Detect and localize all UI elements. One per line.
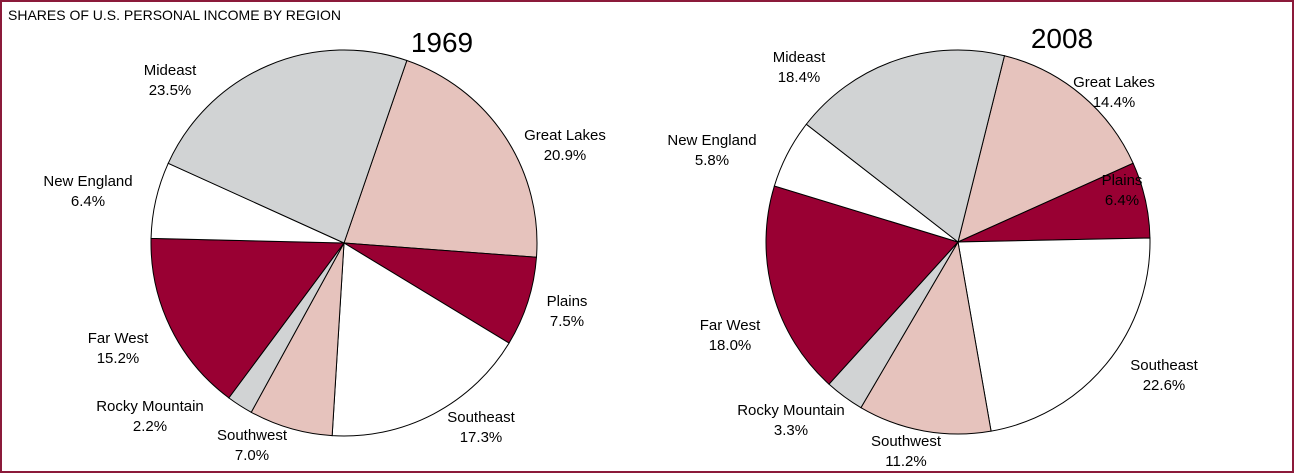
slice-value-label: 7.5% [550, 313, 584, 330]
slice-label: Great Lakes [524, 127, 606, 144]
slice-value-label: 18.4% [778, 69, 821, 86]
slice-value-label: 6.4% [1105, 192, 1139, 209]
pie-slice [805, 49, 1006, 243]
pie-slice [860, 240, 992, 435]
slice-label: Mideast [773, 49, 826, 66]
slice-value-label: 5.8% [695, 152, 729, 169]
slice-label: Mideast [144, 62, 197, 79]
pie-title: 1969 [411, 27, 473, 58]
pie-slice [957, 55, 1134, 243]
slice-label: Far West [700, 317, 761, 334]
slice-label: New England [43, 173, 132, 190]
slice-value-label: 7.0% [235, 447, 269, 464]
slice-value-label: 17.3% [460, 429, 503, 446]
slice-label: Plains [547, 293, 588, 310]
slice-value-label: 2.2% [133, 418, 167, 435]
slice-label: Southwest [871, 433, 942, 450]
pie-slice [150, 237, 345, 399]
slice-label: Southeast [1130, 357, 1198, 374]
slice-label: Far West [88, 330, 149, 347]
pie-slice [957, 237, 1151, 432]
chart-title: SHARES OF U.S. PERSONAL INCOME BY REGION [8, 7, 341, 23]
slice-value-label: 15.2% [97, 350, 140, 367]
slice-value-label: 3.3% [774, 422, 808, 439]
slice-label: Southwest [217, 427, 288, 444]
pie-slice [343, 59, 538, 258]
slice-label: Plains [1102, 172, 1143, 189]
slice-value-label: 18.0% [709, 337, 752, 354]
pie-slice [167, 49, 408, 244]
pie-title: 2008 [1031, 23, 1093, 54]
slice-value-label: 23.5% [149, 82, 192, 99]
slice-value-label: 20.9% [544, 147, 587, 164]
slice-label: Rocky Mountain [737, 402, 845, 419]
slice-label: Southeast [447, 409, 515, 426]
pie-slice [765, 185, 959, 385]
slice-label: Great Lakes [1073, 74, 1155, 91]
slice-value-label: 6.4% [71, 193, 105, 210]
slice-label: New England [667, 132, 756, 149]
slice-value-label: 22.6% [1143, 377, 1186, 394]
slice-value-label: 11.2% [885, 453, 926, 470]
slice-label: Rocky Mountain [96, 398, 204, 415]
pie-slice [331, 242, 510, 437]
slice-value-label: 14.4% [1093, 94, 1136, 111]
